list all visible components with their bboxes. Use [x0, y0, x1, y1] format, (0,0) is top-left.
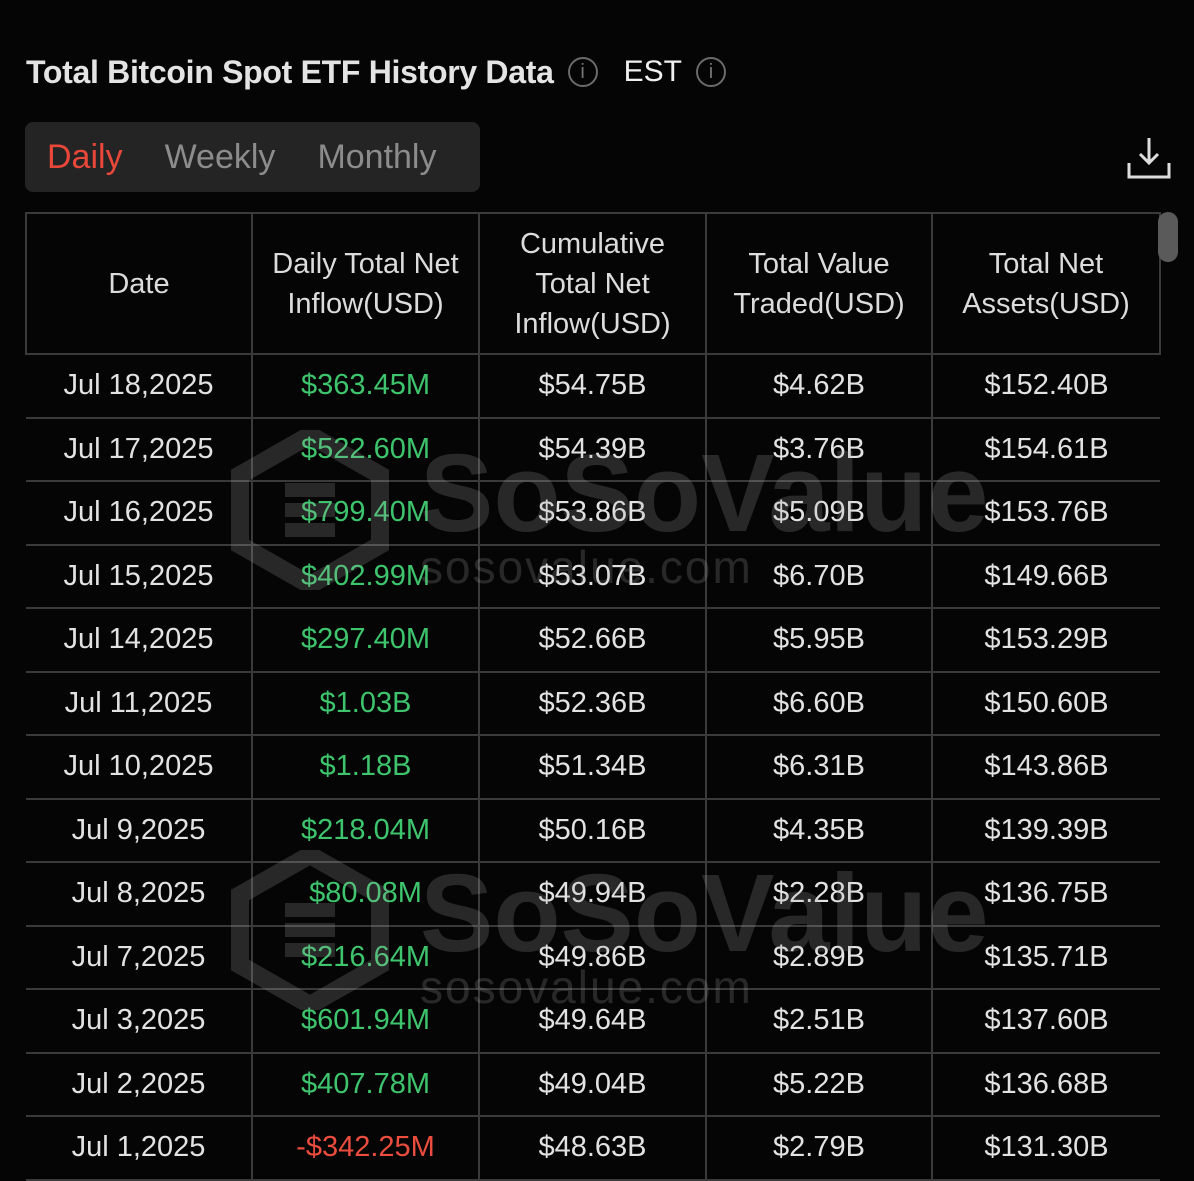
- table-cell: -$342.25M: [252, 1116, 480, 1181]
- table-cell: $1.18B: [252, 735, 480, 800]
- table-cell: $297.40M: [252, 608, 480, 673]
- table-cell: $137.60B: [932, 989, 1160, 1054]
- table-cell: $149.66B: [932, 544, 1160, 609]
- column-header: Total Net Assets(USD): [932, 213, 1160, 355]
- table-row: Jul 3,2025 $601.94M $49.64B $2.51B $137.60B: [26, 989, 1160, 1054]
- table-cell: $799.40M: [252, 481, 480, 546]
- table-cell: $5.09B: [706, 481, 933, 546]
- table-cell: $153.76B: [932, 481, 1160, 546]
- table-cell: $48.63B: [479, 1116, 707, 1181]
- table-cell: $51.34B: [479, 735, 707, 800]
- period-tabs: Daily Weekly Monthly: [25, 122, 480, 192]
- table-cell: $1.03B: [252, 671, 480, 736]
- table-cell: Jul 18,2025: [26, 354, 253, 419]
- table-row: Jul 9,2025 $218.04M $50.16B $4.35B $139.39B: [26, 798, 1160, 863]
- table-cell: $52.36B: [479, 671, 707, 736]
- table-cell: $5.22B: [706, 1052, 933, 1117]
- table-cell: $4.62B: [706, 354, 933, 419]
- table-cell: Jul 9,2025: [26, 798, 253, 863]
- table-cell: $363.45M: [252, 354, 480, 419]
- table-cell: $522.60M: [252, 417, 480, 482]
- table-cell: $53.86B: [479, 481, 707, 546]
- table-cell: Jul 15,2025: [26, 544, 253, 609]
- table-cell: $143.86B: [932, 735, 1160, 800]
- table-cell: $53.07B: [479, 544, 707, 609]
- tab-weekly[interactable]: Weekly: [164, 137, 276, 176]
- table-row: Jul 14,2025 $297.40M $52.66B $5.95B $153.29B: [26, 608, 1160, 673]
- table-cell: $2.79B: [706, 1116, 933, 1181]
- table-cell: Jul 14,2025: [26, 608, 253, 673]
- table-cell: $152.40B: [932, 354, 1160, 419]
- table-row: Jul 1,2025 -$342.25M $48.63B $2.79B $131.30B: [26, 1116, 1160, 1181]
- table-cell: $407.78M: [252, 1052, 480, 1117]
- table-cell: Jul 3,2025: [26, 989, 253, 1054]
- table-cell: $6.31B: [706, 735, 933, 800]
- table-cell: Jul 16,2025: [26, 481, 253, 546]
- etf-history-table: Date Daily Total Net Inflow(USD) Cumulativ…: [25, 212, 1161, 1181]
- column-header: Cumulative Total Net Inflow(USD): [479, 213, 707, 355]
- table-cell: $139.39B: [932, 798, 1160, 863]
- page-title: Total Bitcoin Spot ETF History Data: [26, 53, 554, 90]
- table-cell: $6.60B: [706, 671, 933, 736]
- table-cell: $6.70B: [706, 544, 933, 609]
- table-cell: Jul 10,2025: [26, 735, 253, 800]
- table-cell: Jul 7,2025: [26, 925, 253, 990]
- table-cell: $136.68B: [932, 1052, 1160, 1117]
- header: Total Bitcoin Spot ETF History Data i ES…: [26, 50, 726, 94]
- table-cell: $402.99M: [252, 544, 480, 609]
- table-cell: Jul 8,2025: [26, 862, 253, 927]
- table-cell: $601.94M: [252, 989, 480, 1054]
- table-row: Jul 18,2025 $363.45M $54.75B $4.62B $152.40B: [26, 354, 1160, 419]
- table-cell: $49.04B: [479, 1052, 707, 1117]
- table-cell: $4.35B: [706, 798, 933, 863]
- table-cell: $216.64M: [252, 925, 480, 990]
- table-cell: $154.61B: [932, 417, 1160, 482]
- table-cell: Jul 2,2025: [26, 1052, 253, 1117]
- table-row: Jul 2,2025 $407.78M $49.04B $5.22B $136.68B: [26, 1052, 1160, 1117]
- table-cell: Jul 17,2025: [26, 417, 253, 482]
- tab-daily[interactable]: Daily: [47, 137, 123, 176]
- download-icon[interactable]: [1126, 135, 1172, 181]
- table-cell: $54.75B: [479, 354, 707, 419]
- table-cell: $49.86B: [479, 925, 707, 990]
- table-cell: $2.51B: [706, 989, 933, 1054]
- column-header: Daily Total Net Inflow(USD): [252, 213, 480, 355]
- table-row: Jul 15,2025 $402.99M $53.07B $6.70B $149.66B: [26, 544, 1160, 609]
- table-cell: $3.76B: [706, 417, 933, 482]
- timezone-label: EST: [623, 55, 682, 88]
- table-cell: Jul 1,2025: [26, 1116, 253, 1181]
- table-cell: $49.94B: [479, 862, 707, 927]
- table-cell: $136.75B: [932, 862, 1160, 927]
- table-header-row: Date Daily Total Net Inflow(USD) Cumulativ…: [26, 213, 1160, 355]
- tab-monthly[interactable]: Monthly: [317, 137, 437, 176]
- table-cell: $150.60B: [932, 671, 1160, 736]
- table-cell: $80.08M: [252, 862, 480, 927]
- table-cell: $54.39B: [479, 417, 707, 482]
- table-cell: $2.89B: [706, 925, 933, 990]
- table-row: Jul 10,2025 $1.18B $51.34B $6.31B $143.86B: [26, 735, 1160, 800]
- table-row: Jul 11,2025 $1.03B $52.36B $6.60B $150.60B: [26, 671, 1160, 736]
- table-cell: $153.29B: [932, 608, 1160, 673]
- table-cell: $218.04M: [252, 798, 480, 863]
- table-cell: $2.28B: [706, 862, 933, 927]
- table-cell: $52.66B: [479, 608, 707, 673]
- table-row: Jul 16,2025 $799.40M $53.86B $5.09B $153.76B: [26, 481, 1160, 546]
- table-row: Jul 8,2025 $80.08M $49.94B $2.28B $136.75B: [26, 862, 1160, 927]
- table-cell: Jul 11,2025: [26, 671, 253, 736]
- table-cell: $49.64B: [479, 989, 707, 1054]
- table-row: Jul 7,2025 $216.64M $49.86B $2.89B $135.71B: [26, 925, 1160, 990]
- table-cell: $50.16B: [479, 798, 707, 863]
- timezone-info-icon[interactable]: i: [695, 57, 726, 87]
- table-cell: $5.95B: [706, 608, 933, 673]
- table-cell: $131.30B: [932, 1116, 1160, 1181]
- table-cell: $135.71B: [932, 925, 1160, 990]
- info-icon[interactable]: i: [567, 57, 598, 87]
- scrollbar[interactable]: [1158, 212, 1178, 262]
- column-header: Total Value Traded(USD): [706, 213, 933, 355]
- column-header: Date: [26, 213, 253, 355]
- table-row: Jul 17,2025 $522.60M $54.39B $3.76B $154.61B: [26, 417, 1160, 482]
